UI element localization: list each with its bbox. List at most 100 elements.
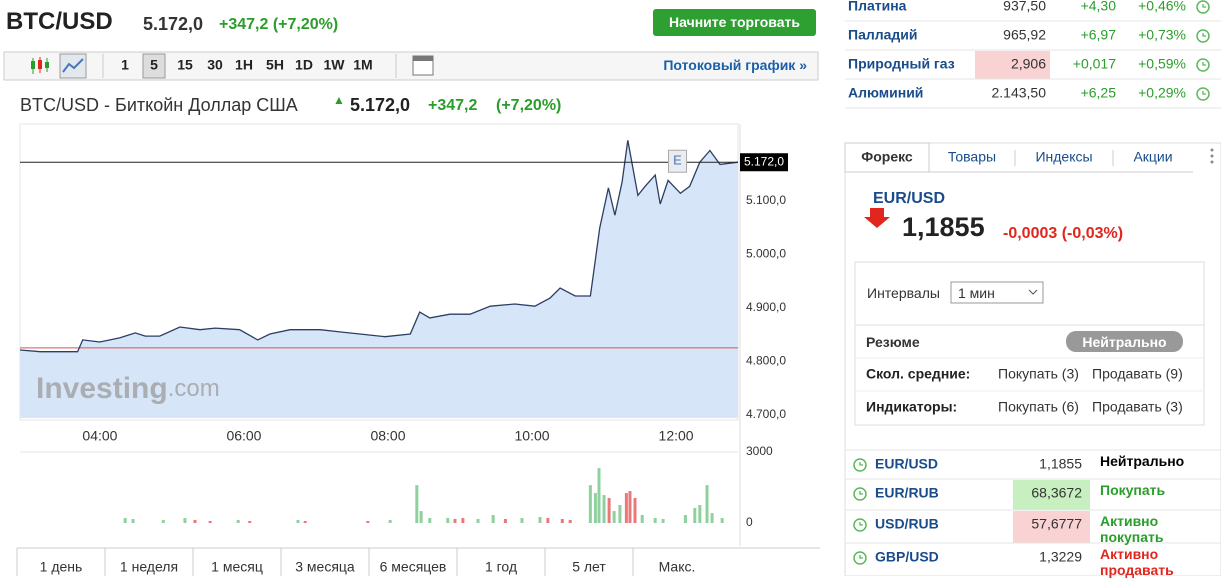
interval-button[interactable]: 5H (266, 57, 284, 73)
last-price-label: 5.172,0 (744, 154, 784, 168)
period-tab[interactable]: 1 год (485, 559, 517, 575)
forex-tab[interactable]: Форекс (861, 149, 913, 165)
streaming-link[interactable]: Потоковый график » (663, 57, 807, 73)
commodity-change: +4,30 (1081, 0, 1117, 14)
forex-pair[interactable]: EUR/USD (873, 190, 946, 207)
interval-button[interactable]: 1M (353, 57, 372, 73)
commodity-last: 2.143,50 (992, 85, 1047, 101)
last-price-box (740, 153, 788, 172)
quote-name[interactable]: GBP/USD (875, 549, 939, 565)
period-tab[interactable]: Макс. (659, 559, 696, 575)
period-tab[interactable]: 1 неделя (120, 559, 178, 575)
interval-button[interactable]: 1H (235, 57, 253, 73)
clock-icon (853, 487, 867, 501)
tech-frame (854, 261, 1205, 426)
volume-bar (612, 511, 616, 523)
clock-hand (859, 555, 863, 559)
tech-sell: Продавать (9) (1092, 366, 1183, 382)
tab-active (844, 142, 930, 173)
calendar-icon[interactable] (412, 55, 434, 76)
quote-value: 1,1855 (1039, 456, 1082, 472)
period-tab[interactable]: 5 лет (572, 559, 606, 575)
volume-bar (208, 520, 212, 523)
quote-value: 57,6777 (1031, 516, 1082, 532)
volume-bar (607, 498, 611, 523)
event-label: E (673, 153, 682, 168)
forex-price: 1,1855 (902, 212, 985, 242)
clock-icon (853, 518, 867, 532)
y-tick-label: 5.000,0 (746, 246, 786, 260)
tech-label: Скол. средние: (866, 366, 970, 382)
clock-hand (1202, 91, 1206, 95)
clock-icon (853, 551, 867, 565)
commodity-last: 937,50 (1003, 0, 1046, 14)
commodity-pct: +0,46% (1138, 0, 1186, 14)
quote-name[interactable]: EUR/RUB (875, 485, 939, 501)
period-tab[interactable]: 1 день (40, 559, 83, 575)
candle-icon[interactable] (31, 57, 49, 74)
interval-button[interactable]: 15 (177, 57, 193, 73)
commodity-change: +6,97 (1081, 27, 1117, 43)
volume-bar (538, 516, 542, 523)
line-icon[interactable] (59, 53, 87, 79)
volume-bar (366, 520, 370, 523)
volume-bar (491, 514, 495, 523)
period-tab[interactable]: 1 месяц (211, 559, 263, 575)
commodity-pct: +0,29% (1138, 85, 1186, 101)
volume-bar (633, 498, 637, 523)
toolbar-bg (3, 51, 819, 81)
interval-select[interactable] (950, 281, 1044, 304)
volume-bar (693, 507, 697, 523)
commodity-name[interactable]: Природный газ (848, 56, 955, 72)
volume-bar (193, 519, 197, 523)
chart-price: 5.172,0 (350, 95, 411, 115)
quote-name[interactable]: USD/RUB (875, 516, 939, 532)
x-tick-label: 08:00 (370, 428, 405, 444)
highlight-cell (1013, 511, 1090, 543)
volume-bar (131, 518, 135, 523)
y-tick-label: 4.900,0 (746, 300, 786, 314)
x-tick-label: 12:00 (659, 428, 694, 444)
period-tab[interactable]: 6 месяцев (380, 559, 447, 575)
event-marker[interactable] (668, 149, 688, 173)
period-tab[interactable]: 3 месяца (295, 559, 355, 575)
interval-button[interactable]: 5 (150, 57, 158, 73)
interval-button[interactable]: 30 (207, 57, 223, 73)
interval-button[interactable]: 1W (324, 57, 346, 73)
commodity-name[interactable]: Палладий (848, 27, 918, 43)
tech-buy: Покупать (6) (998, 399, 1079, 415)
forex-tab[interactable]: Индексы (1035, 149, 1092, 165)
forex-change: -0,0003 (-0,03%) (1003, 225, 1124, 242)
volume-bar (683, 514, 687, 523)
interval-button[interactable]: 1 (121, 57, 129, 73)
tech-sell: Продавать (3) (1092, 399, 1183, 415)
quote-name[interactable]: EUR/USD (875, 456, 938, 472)
clock-icon (1196, 58, 1210, 72)
watermark-brand: Investing (36, 372, 168, 405)
price-area (20, 140, 738, 419)
interval-button[interactable]: 1D (295, 57, 313, 73)
forex-tab[interactable]: Акции (1133, 149, 1172, 165)
price-line (19, 140, 739, 353)
clock-icon (853, 458, 867, 472)
interval-value[interactable]: 1 мин (958, 285, 995, 301)
clock-icon (1196, 87, 1210, 101)
volume-bar (588, 485, 592, 523)
forex-tab[interactable]: Товары (948, 149, 996, 165)
volume-bar (705, 485, 709, 523)
trade-button[interactable]: Начните торговать (653, 9, 816, 36)
volume-bar (428, 518, 432, 523)
commodity-name[interactable]: Алюминий (848, 85, 923, 101)
menu-dots[interactable] (1210, 148, 1214, 164)
down-arrow (864, 208, 890, 228)
clock-hand (859, 522, 863, 526)
volume-bar (503, 518, 507, 523)
clock-hand (859, 491, 863, 495)
commodity-name[interactable]: Платина (848, 0, 907, 14)
volume-bar (296, 519, 300, 523)
volume-bar (618, 505, 622, 523)
clock-hand (1202, 62, 1206, 66)
